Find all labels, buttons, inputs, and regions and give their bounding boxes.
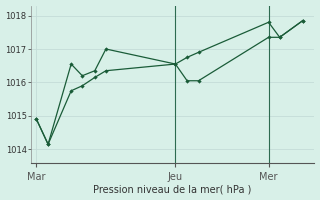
X-axis label: Pression niveau de la mer( hPa ): Pression niveau de la mer( hPa ) [93, 184, 252, 194]
